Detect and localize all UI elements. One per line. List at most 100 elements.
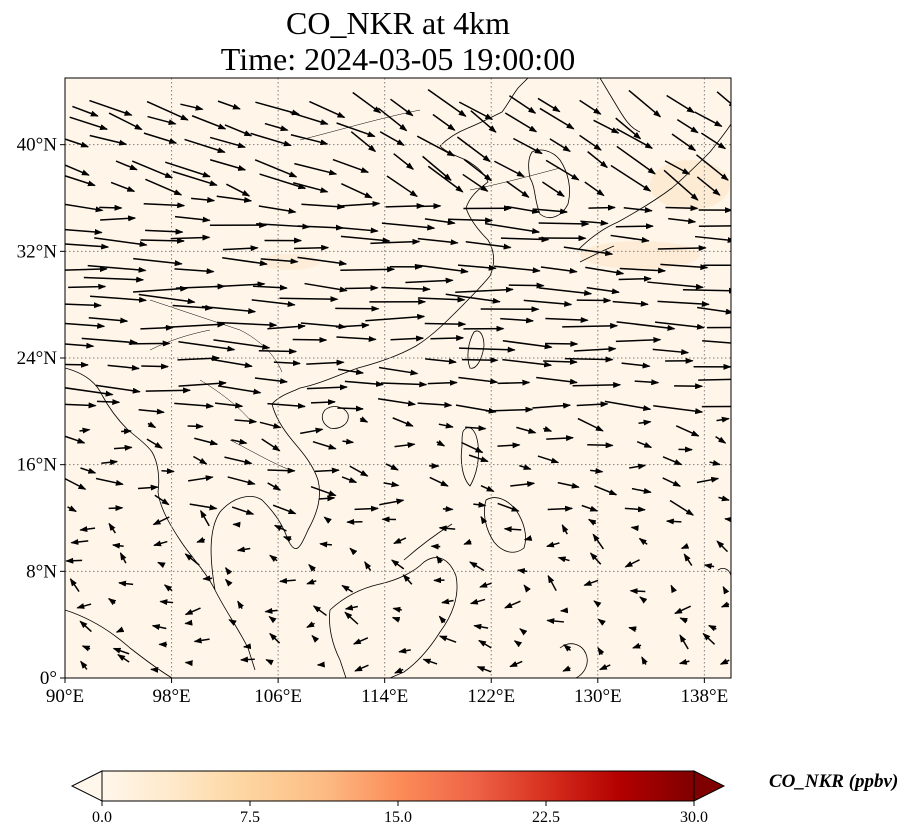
wind-vector bbox=[184, 619, 193, 626]
wind-vector bbox=[310, 485, 337, 497]
wind-vector bbox=[237, 600, 244, 609]
wind-vector bbox=[341, 584, 354, 593]
colorbar-label: CO_NKR (ppbv) bbox=[769, 771, 898, 792]
wind-vector bbox=[146, 438, 163, 449]
wind-vector bbox=[294, 244, 330, 251]
wind-vector bbox=[631, 487, 652, 494]
wind-vector bbox=[624, 559, 640, 568]
wind-vector bbox=[662, 456, 683, 466]
wind-vector bbox=[94, 237, 148, 247]
wind-vector bbox=[562, 665, 571, 672]
wind-vector bbox=[392, 606, 402, 613]
wind-vector bbox=[615, 117, 642, 140]
wind-vector bbox=[587, 518, 597, 526]
wind-vector bbox=[242, 643, 252, 650]
wind-vector bbox=[65, 342, 95, 349]
wind-vector bbox=[340, 235, 391, 244]
wind-vector bbox=[724, 516, 731, 523]
wind-vector bbox=[89, 99, 133, 116]
wind-vector bbox=[476, 665, 492, 673]
wind-vector bbox=[65, 266, 108, 273]
wind-vector bbox=[573, 346, 617, 353]
wind-vector bbox=[702, 632, 716, 645]
wind-vector bbox=[610, 164, 652, 192]
wind-vector bbox=[636, 441, 653, 449]
wind-vector bbox=[523, 535, 533, 541]
wind-vector bbox=[469, 561, 485, 572]
wind-vector bbox=[509, 95, 537, 114]
wind-vector bbox=[468, 454, 489, 463]
wind-vector bbox=[99, 204, 123, 211]
wind-vector bbox=[547, 574, 557, 592]
wind-vector bbox=[370, 238, 421, 245]
wind-vector bbox=[153, 540, 168, 547]
wind-vector bbox=[675, 425, 700, 437]
wind-vector bbox=[79, 427, 91, 434]
lon-tick-label: 122°E bbox=[467, 686, 515, 707]
wind-vector bbox=[260, 258, 299, 265]
wind-vector bbox=[670, 584, 677, 594]
wind-vector bbox=[138, 293, 196, 305]
lat-tick-label: 32°N bbox=[17, 241, 58, 262]
wind-vector bbox=[67, 505, 77, 513]
wind-vector bbox=[427, 89, 467, 117]
wind-vector bbox=[312, 605, 327, 617]
wind-vector bbox=[213, 339, 271, 350]
wind-vector bbox=[563, 246, 614, 257]
wind-vector bbox=[269, 554, 278, 562]
wind-vector bbox=[402, 574, 413, 585]
wind-vector bbox=[683, 553, 693, 566]
wind-vector bbox=[217, 385, 262, 395]
wind-vector bbox=[202, 575, 213, 582]
mindanao-coastline bbox=[484, 497, 526, 553]
wind-vector bbox=[344, 380, 384, 387]
wind-vector bbox=[588, 204, 616, 211]
wind-vector bbox=[537, 455, 560, 464]
wind-vector bbox=[536, 376, 578, 385]
wind-vector bbox=[352, 637, 369, 645]
wind-vector bbox=[671, 133, 697, 152]
wind-vector bbox=[163, 584, 173, 592]
wind-vector bbox=[216, 195, 253, 203]
wind-vector bbox=[461, 357, 499, 364]
wind-vector bbox=[65, 387, 114, 397]
wind-vector bbox=[268, 615, 277, 624]
wind-vector bbox=[479, 581, 492, 588]
wind-vector bbox=[297, 256, 348, 267]
wind-vector bbox=[88, 317, 129, 324]
wind-vector bbox=[398, 647, 411, 654]
lon-tick-label: 114°E bbox=[361, 686, 408, 707]
wind-vector bbox=[159, 599, 174, 606]
wind-vector bbox=[391, 616, 401, 623]
wind-vector bbox=[621, 362, 651, 369]
wind-vector bbox=[113, 444, 133, 451]
wind-vector bbox=[652, 348, 690, 356]
wind-vector bbox=[188, 475, 214, 482]
wind-vector bbox=[545, 541, 560, 548]
wind-vector bbox=[108, 522, 117, 534]
wind-vector bbox=[696, 176, 721, 196]
wind-vector bbox=[214, 281, 266, 288]
wind-vector bbox=[165, 161, 211, 178]
wind-vector bbox=[572, 381, 622, 388]
wind-vector bbox=[214, 402, 244, 409]
wind-vector bbox=[480, 515, 488, 525]
wind-vector bbox=[115, 160, 138, 171]
wind-vector bbox=[579, 99, 602, 115]
wind-vector bbox=[65, 402, 97, 409]
wind-vector bbox=[231, 438, 248, 445]
wind-vector bbox=[272, 504, 297, 515]
colorbar-tick-label: 30.0 bbox=[680, 809, 708, 826]
wind-vector bbox=[416, 135, 456, 157]
wind-vector bbox=[309, 100, 346, 119]
wind-vector bbox=[184, 660, 193, 667]
wind-vector bbox=[576, 401, 609, 408]
wind-vector bbox=[184, 553, 200, 566]
wind-vector bbox=[65, 138, 90, 148]
wind-vector bbox=[264, 607, 278, 614]
wind-vector bbox=[133, 257, 183, 267]
wind-vector bbox=[708, 624, 717, 632]
wind-vector bbox=[516, 568, 528, 575]
wind-vector bbox=[722, 585, 730, 595]
